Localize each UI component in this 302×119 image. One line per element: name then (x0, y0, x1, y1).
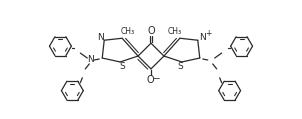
Text: CH₃: CH₃ (120, 27, 134, 36)
Text: +: + (206, 29, 212, 38)
Text: O: O (147, 26, 155, 36)
Text: O: O (146, 75, 154, 85)
Text: −: − (152, 73, 159, 82)
Text: N: N (87, 55, 94, 64)
Text: CH₃: CH₃ (168, 27, 182, 36)
Text: S: S (119, 62, 125, 71)
Text: S: S (177, 62, 183, 71)
Text: N: N (97, 33, 104, 42)
Text: N: N (199, 33, 206, 42)
